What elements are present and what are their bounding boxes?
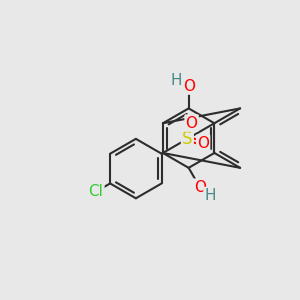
Text: O: O xyxy=(186,116,198,130)
Text: Cl: Cl xyxy=(88,184,104,199)
Text: O: O xyxy=(197,136,209,151)
Text: S: S xyxy=(182,130,193,148)
Text: O: O xyxy=(194,180,206,195)
Text: H: H xyxy=(170,73,182,88)
Text: H: H xyxy=(204,188,216,203)
Text: O: O xyxy=(183,79,195,94)
